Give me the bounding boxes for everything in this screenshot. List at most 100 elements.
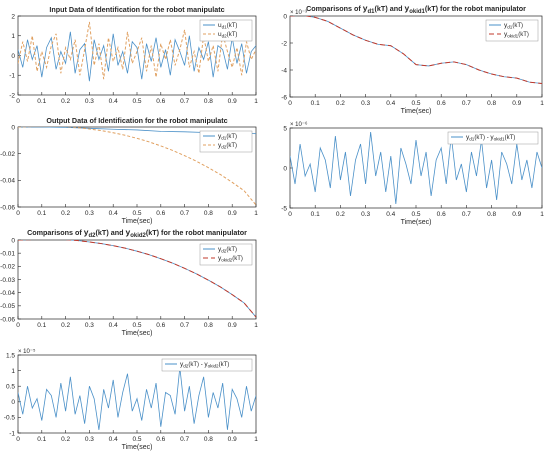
x-tick-label: 0.7 xyxy=(180,98,189,105)
y-exponent-label: × 10⁻⁶ xyxy=(290,121,308,128)
x-tick-label: 0.6 xyxy=(437,211,446,218)
y-tick-label: 1.5 xyxy=(6,352,15,359)
x-tick-label: 0.6 xyxy=(156,98,165,105)
chart-panel-p5: 0 0.1 0.2 0.3 0.4 0.5 0.6 0.7 0.8 0.9 1-6-4-20× 10… xyxy=(281,3,544,115)
y-tick-label: -0.06 xyxy=(0,316,15,323)
x-tick-label: 0.5 xyxy=(411,211,420,218)
y-tick-label: -0.05 xyxy=(0,303,15,310)
x-tick-label: 0.2 xyxy=(61,98,70,105)
x-axis-label: Time(sec) xyxy=(122,330,153,337)
x-tick-label: 0.3 xyxy=(361,100,370,107)
x-tick-label: 0.1 xyxy=(311,100,320,107)
x-tick-label: 0.5 xyxy=(132,322,141,329)
y-tick-label: -1 xyxy=(9,430,15,437)
y-tick-label: -0.02 xyxy=(0,264,15,271)
y-tick-label: -2 xyxy=(281,40,287,47)
x-tick-label: 0 xyxy=(16,98,20,105)
x-tick-label: 1 xyxy=(540,211,544,218)
x-tick-label: 0.2 xyxy=(336,211,345,218)
chart-panel-p6: 0 0.1 0.2 0.3 0.4 0.5 0.6 0.7 0.8 0.9 1-505× 10⁻⁶T… xyxy=(281,121,544,226)
legend-entry: yd2(kT) xyxy=(218,142,237,150)
x-tick-label: 0.8 xyxy=(204,436,213,443)
chart-title: Output Data of Identification for the ro… xyxy=(46,116,227,125)
y-tick-label: 1 xyxy=(11,368,15,375)
series-line-1 xyxy=(18,240,256,318)
x-tick-label: 0.6 xyxy=(437,100,446,107)
y-tick-label: -4 xyxy=(281,67,287,74)
chart-panel-p1: 0 0.1 0.2 0.3 0.4 0.5 0.6 0.7 0.8 0.9 1 -2 -1 0 1 2 Inpu… xyxy=(9,5,258,105)
x-tick-label: 0 xyxy=(16,436,20,443)
legend-entry: yd1(kT) xyxy=(504,22,523,30)
y-tick-label: 0 xyxy=(283,13,287,20)
series-line-1 xyxy=(18,21,256,80)
x-tick-label: 0.2 xyxy=(61,436,70,443)
y-tick-label: -0.01 xyxy=(0,250,15,257)
y-tick-label: 0 xyxy=(11,124,15,131)
x-tick-label: 0.1 xyxy=(37,210,46,217)
x-tick-label: 0.7 xyxy=(180,210,189,217)
legend-entry: ud2(kT) xyxy=(218,31,237,39)
chart-panel-p3: 0 0.1 0.2 0.3 0.4 0.5 0.6 0.7 0.8 0.9 1 -0.06 -0.05 -… xyxy=(0,227,258,337)
series-line-0 xyxy=(18,31,256,82)
y-tick-label: -6 xyxy=(281,94,287,101)
legend: yd1(kT)yd2(kT) xyxy=(199,130,253,153)
x-tick-label: 1 xyxy=(254,98,258,105)
x-tick-label: 0.1 xyxy=(37,98,46,105)
x-tick-label: 0.3 xyxy=(85,98,94,105)
legend-box xyxy=(161,358,253,372)
y-tick-label: 5 xyxy=(283,125,287,132)
y-exponent-label: × 10⁻⁵ xyxy=(18,348,36,355)
x-tick-label: 0.5 xyxy=(132,436,141,443)
legend: yd1(kT)yokid1(kT) xyxy=(485,19,539,42)
x-tick-label: 0.3 xyxy=(85,322,94,329)
x-tick-label: 0.5 xyxy=(132,210,141,217)
y-tick-label: 1 xyxy=(11,33,15,40)
y-tick-label: 0 xyxy=(11,53,15,60)
chart-panel-p4: 0 0.1 0.2 0.3 0.4 0.5 0.6 0.7 0.8 0.9 1 -1 -0.5 0 0.5 1… xyxy=(4,348,258,451)
x-tick-label: 0.7 xyxy=(180,322,189,329)
x-tick-label: 0.8 xyxy=(487,100,496,107)
legend: yd2(kT) - yokid2(kT) xyxy=(161,358,253,372)
x-tick-label: 0.9 xyxy=(228,322,237,329)
legend-entry: yd1(kT) - yokid1(kT) xyxy=(466,134,515,142)
x-tick-label: 0.4 xyxy=(386,100,395,107)
x-tick-label: 0.8 xyxy=(487,211,496,218)
x-tick-label: 1 xyxy=(254,322,258,329)
chart-panel-p2: 0 0.1 0.2 0.3 0.4 0.5 0.6 0.7 0.8 0.9 1 -0.06 -0.04 -… xyxy=(0,116,258,225)
chart-title: Input Data of Identification for the rob… xyxy=(49,5,224,14)
y-tick-label: -0.02 xyxy=(0,151,15,158)
x-tick-label: 1 xyxy=(540,100,544,107)
x-tick-label: 0.5 xyxy=(411,100,420,107)
x-tick-label: 0.4 xyxy=(386,211,395,218)
x-tick-label: 1 xyxy=(254,210,258,217)
x-axis-label: Time(sec) xyxy=(122,444,153,451)
x-tick-label: 0.3 xyxy=(85,210,94,217)
legend: yd2(kT)yokid2(kT) xyxy=(199,243,253,266)
legend-box xyxy=(447,131,539,145)
x-tick-label: 0.8 xyxy=(204,98,213,105)
y-tick-label: 0.5 xyxy=(6,384,15,391)
x-tick-label: 0.3 xyxy=(361,211,370,218)
y-tick-label: -0.04 xyxy=(0,290,15,297)
x-tick-label: 0.8 xyxy=(204,322,213,329)
legend: yd1(kT) - yokid1(kT) xyxy=(447,131,539,145)
legend: ud1(kT)ud2(kT) xyxy=(199,19,253,42)
y-tick-label: 0 xyxy=(283,165,287,172)
series-line-1 xyxy=(290,16,542,84)
x-tick-label: 0.5 xyxy=(132,98,141,105)
x-tick-label: 0.9 xyxy=(512,211,521,218)
x-tick-label: 0 xyxy=(16,322,20,329)
x-tick-label: 0.7 xyxy=(180,436,189,443)
legend-entry: yd2(kT) xyxy=(218,246,237,254)
x-tick-label: 0.2 xyxy=(336,100,345,107)
x-tick-label: 0 xyxy=(16,210,20,217)
y-tick-label: -0.5 xyxy=(4,415,16,422)
x-axis-label: Time(sec) xyxy=(401,219,432,226)
x-tick-label: 0.4 xyxy=(109,98,118,105)
y-tick-label: 0 xyxy=(11,237,15,244)
chart-title: Comparisons of yd2(kT) and yokid2(kT) fo… xyxy=(27,227,247,239)
x-tick-label: 0.9 xyxy=(228,436,237,443)
legend-entry: yd2(kT) - yokid2(kT) xyxy=(180,361,229,369)
legend-entry: yokid2(kT) xyxy=(218,255,243,263)
